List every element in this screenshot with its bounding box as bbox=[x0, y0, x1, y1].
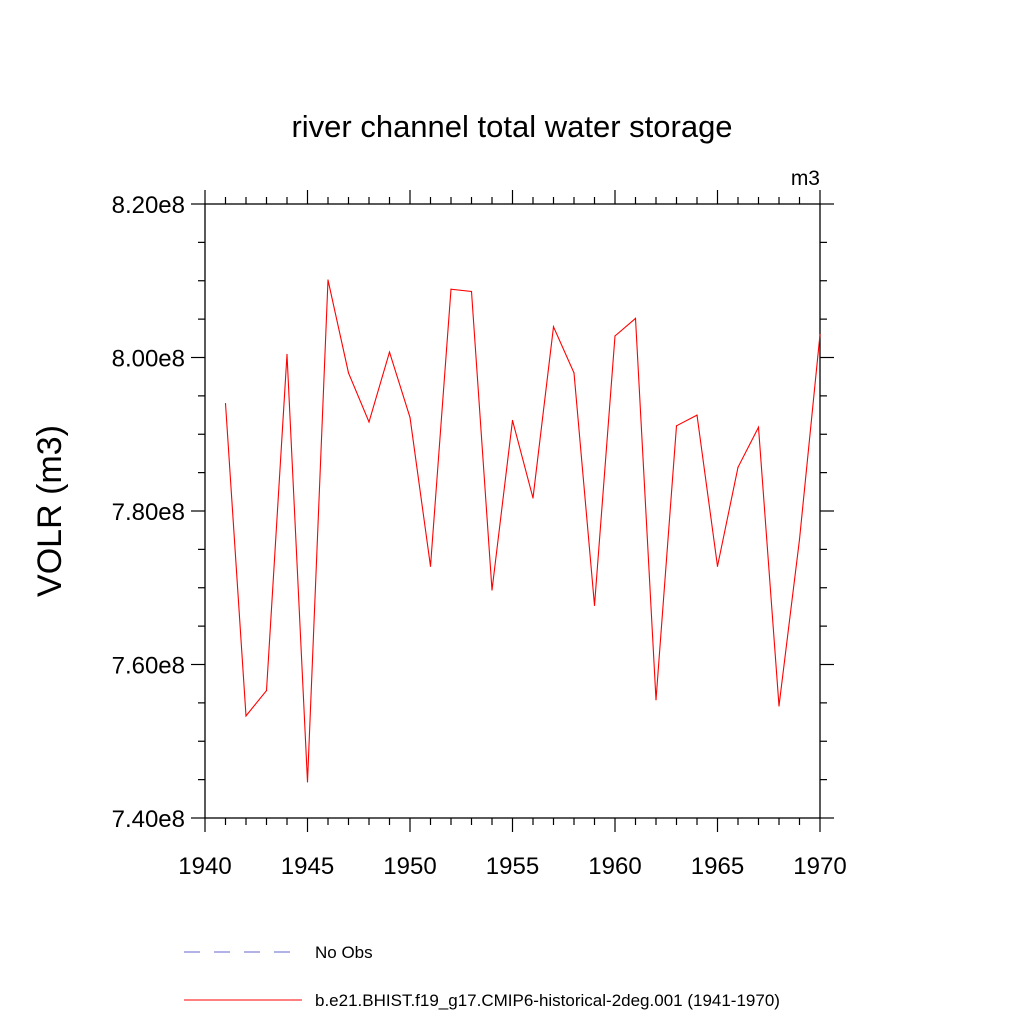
data-point bbox=[245, 715, 247, 717]
data-point bbox=[327, 279, 329, 281]
chart-title: river channel total water storage bbox=[291, 109, 732, 144]
data-point bbox=[593, 604, 596, 607]
legend-label: b.e21.BHIST.f19_g17.CMIP6-historical-2de… bbox=[315, 991, 780, 1010]
data-point bbox=[778, 705, 780, 707]
y-tick-label: 8.20e8 bbox=[112, 192, 185, 219]
data-point bbox=[511, 419, 514, 422]
x-tick-label: 1940 bbox=[178, 853, 231, 880]
data-point bbox=[696, 414, 698, 416]
x-tick-label: 1950 bbox=[383, 853, 436, 880]
x-tick-label: 1965 bbox=[691, 853, 744, 880]
y-tick-label: 7.60e8 bbox=[112, 653, 185, 680]
data-point bbox=[573, 372, 575, 374]
data-point bbox=[491, 589, 493, 591]
data-point bbox=[737, 466, 739, 468]
x-tick-label: 1955 bbox=[486, 853, 539, 880]
data-point bbox=[409, 416, 411, 418]
data-point bbox=[450, 288, 452, 290]
data-point bbox=[532, 497, 534, 499]
data-point bbox=[798, 538, 801, 540]
data-point bbox=[388, 351, 391, 353]
y-tick-label: 7.40e8 bbox=[112, 806, 185, 833]
data-point bbox=[286, 353, 288, 356]
y-axis-label: VOLR (m3) bbox=[31, 425, 69, 597]
units-label: m3 bbox=[791, 167, 820, 190]
axis-ticks bbox=[191, 190, 834, 832]
data-point bbox=[224, 402, 227, 405]
data-point bbox=[819, 333, 821, 336]
y-tick-label: 8.00e8 bbox=[112, 346, 185, 373]
data-point bbox=[614, 335, 616, 337]
plot-frame bbox=[204, 203, 821, 819]
x-tick-label: 1970 bbox=[793, 853, 846, 880]
x-tick-label: 1960 bbox=[588, 853, 641, 880]
data-point bbox=[265, 689, 268, 692]
data-point bbox=[470, 290, 473, 293]
data-point bbox=[675, 425, 678, 427]
legend: No Obs b.e21.BHIST.f19_g17.CMIP6-historic… bbox=[184, 943, 780, 1010]
legend-label: No Obs bbox=[315, 943, 373, 962]
series-line bbox=[224, 279, 821, 782]
data-point bbox=[552, 326, 555, 328]
data-point bbox=[347, 372, 350, 374]
y-tick-label: 7.80e8 bbox=[112, 499, 185, 526]
data-point bbox=[306, 781, 309, 783]
axis-tick-labels: 7.40e8 7.60e8 7.80e8 8.00e8 8.20e8 1940 1945 19… bbox=[112, 192, 847, 880]
data-point bbox=[634, 317, 637, 319]
data-point bbox=[757, 426, 760, 428]
series-group bbox=[224, 279, 821, 783]
x-tick-label: 1945 bbox=[281, 853, 334, 880]
data-point bbox=[368, 421, 370, 423]
data-point bbox=[655, 699, 657, 701]
data-point bbox=[429, 565, 432, 567]
data-point bbox=[716, 565, 719, 567]
